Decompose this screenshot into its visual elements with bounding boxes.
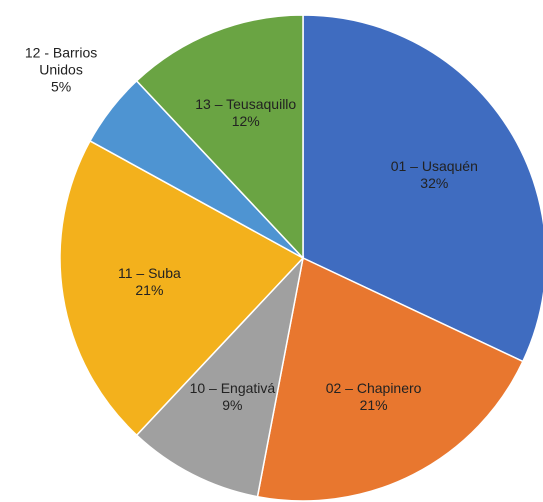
slice-label: 01 – Usaquén 32% bbox=[391, 158, 478, 192]
value-label: 5% bbox=[50, 78, 72, 95]
pie-slice bbox=[135, 255, 305, 498]
category-label: 13 – Teusaquillo bbox=[195, 96, 297, 113]
pie-slice bbox=[256, 256, 524, 502]
slice-label: 12 - Barrios Unidos 5% bbox=[11, 45, 111, 96]
category-label: 10 – Engativá bbox=[189, 379, 276, 396]
slice-label: 10 – Engativá 9% bbox=[190, 380, 276, 414]
category-label: 11 – Suba bbox=[117, 265, 181, 282]
pie-slice bbox=[302, 14, 543, 363]
category-label: 02 – Chapinero bbox=[325, 379, 422, 396]
slice-label: 13 – Teusaquillo 12% bbox=[195, 96, 296, 130]
category-label: 12 - Barrios Unidos bbox=[24, 44, 98, 78]
pie-slice bbox=[59, 139, 305, 437]
value-label: 32% bbox=[420, 174, 449, 191]
value-label: 12% bbox=[231, 113, 260, 130]
value-label: 9% bbox=[222, 396, 243, 413]
value-label: 21% bbox=[359, 396, 388, 413]
value-label: 21% bbox=[135, 282, 164, 299]
slice-label: 02 – Chapinero 21% bbox=[326, 380, 422, 414]
slice-label: 11 – Suba 21% bbox=[118, 265, 181, 299]
category-label: 01 – Usaquén bbox=[390, 157, 478, 174]
pie-slice bbox=[135, 14, 304, 260]
